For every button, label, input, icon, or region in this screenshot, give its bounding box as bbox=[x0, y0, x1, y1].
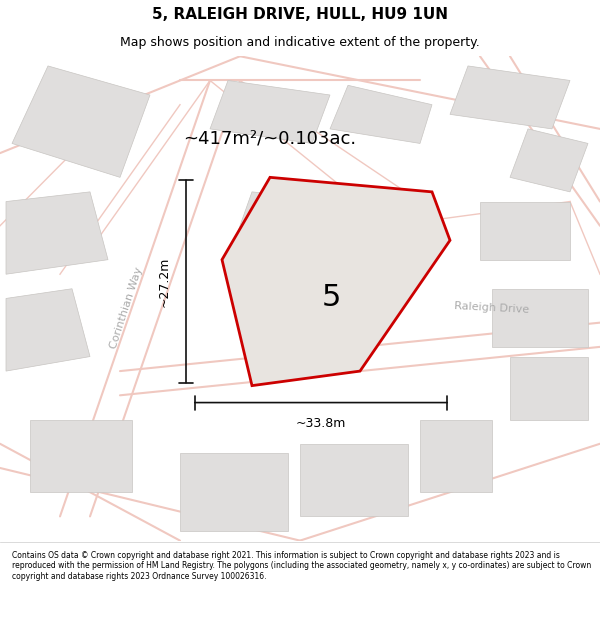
Polygon shape bbox=[12, 66, 150, 178]
Polygon shape bbox=[228, 192, 348, 274]
Polygon shape bbox=[210, 81, 330, 144]
Polygon shape bbox=[492, 289, 588, 347]
Text: ~33.8m: ~33.8m bbox=[296, 417, 346, 430]
Text: Corinthian Way: Corinthian Way bbox=[108, 266, 144, 350]
Polygon shape bbox=[6, 289, 90, 371]
Polygon shape bbox=[300, 444, 408, 516]
Text: ~417m²/~0.103ac.: ~417m²/~0.103ac. bbox=[184, 129, 356, 148]
Polygon shape bbox=[6, 192, 108, 274]
Text: Map shows position and indicative extent of the property.: Map shows position and indicative extent… bbox=[120, 36, 480, 49]
Text: 5: 5 bbox=[322, 282, 341, 311]
Polygon shape bbox=[450, 66, 570, 129]
Text: Raleigh Drive: Raleigh Drive bbox=[454, 301, 530, 315]
Polygon shape bbox=[420, 419, 492, 492]
Polygon shape bbox=[30, 419, 132, 492]
Polygon shape bbox=[330, 85, 432, 144]
Polygon shape bbox=[222, 177, 450, 386]
Text: ~27.2m: ~27.2m bbox=[158, 256, 171, 307]
Polygon shape bbox=[510, 356, 588, 419]
Text: 5, RALEIGH DRIVE, HULL, HU9 1UN: 5, RALEIGH DRIVE, HULL, HU9 1UN bbox=[152, 6, 448, 21]
Polygon shape bbox=[480, 201, 570, 260]
Polygon shape bbox=[348, 201, 420, 260]
Polygon shape bbox=[270, 274, 330, 322]
Text: Contains OS data © Crown copyright and database right 2021. This information is : Contains OS data © Crown copyright and d… bbox=[12, 551, 591, 581]
Polygon shape bbox=[510, 129, 588, 192]
Polygon shape bbox=[180, 454, 288, 531]
